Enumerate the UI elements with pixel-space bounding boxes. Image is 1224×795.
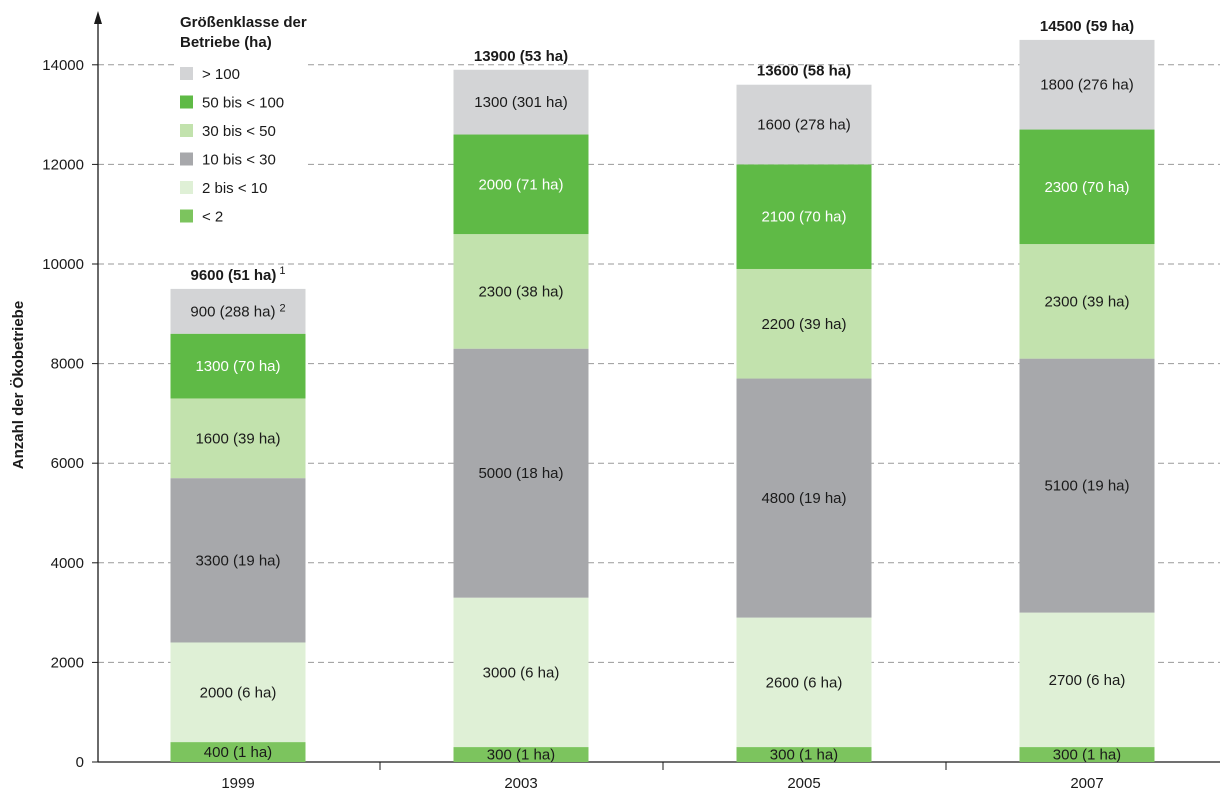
bar-segment bbox=[1019, 747, 1155, 762]
bar-segment bbox=[170, 742, 306, 762]
bar-segment bbox=[1019, 244, 1155, 359]
data-label: 3000 (6 ha) bbox=[483, 664, 560, 681]
bars: 400 (1 ha) 2000 (6 ha) 3300 (19 ha) 1600 (3… bbox=[170, 18, 1155, 764]
x-tick-label: 2003 bbox=[504, 775, 537, 792]
total-label: 9600 (51 ha) 1 bbox=[190, 265, 285, 284]
data-label: 1600 (39 ha) bbox=[195, 430, 280, 447]
total-label: 13900 (53 ha) bbox=[474, 48, 568, 65]
y-axis-arrow bbox=[94, 11, 102, 24]
bar-segment bbox=[453, 134, 589, 235]
data-label: 900 (288 ha) 2 bbox=[190, 302, 285, 320]
y-tick-label: 12000 bbox=[42, 156, 84, 173]
bar-segment bbox=[1019, 612, 1155, 748]
legend-label: 50 bis < 100 bbox=[202, 95, 284, 112]
legend-label: 30 bis < 50 bbox=[202, 123, 276, 140]
legend-swatch bbox=[180, 152, 193, 166]
bar-segment bbox=[1019, 358, 1155, 613]
data-label: 2100 (70 ha) bbox=[761, 209, 846, 226]
legend-label: 10 bis < 30 bbox=[202, 152, 276, 169]
y-tick-label: 14000 bbox=[42, 57, 84, 74]
bar-segment bbox=[170, 478, 306, 643]
legend-title: Betriebe (ha) bbox=[180, 34, 272, 51]
data-label: 2300 (38 ha) bbox=[478, 283, 563, 300]
bar-segment bbox=[736, 84, 872, 165]
bar-segment bbox=[736, 747, 872, 762]
y-tick-label: 10000 bbox=[42, 256, 84, 273]
data-label: 3300 (19 ha) bbox=[195, 552, 280, 569]
bar-segment bbox=[453, 747, 589, 762]
bar-segment bbox=[1019, 129, 1155, 245]
x-tick-label: 1999 bbox=[221, 775, 254, 792]
legend-swatch bbox=[180, 124, 193, 137]
legend-swatch bbox=[180, 181, 193, 194]
data-label: 1600 (278 ha) bbox=[757, 117, 850, 134]
data-label: 2300 (39 ha) bbox=[1044, 293, 1129, 310]
data-label: 1300 (301 ha) bbox=[474, 94, 567, 111]
x-tick-label: 2005 bbox=[787, 775, 820, 792]
bar-segment bbox=[453, 348, 589, 598]
data-label: 2200 (39 ha) bbox=[761, 316, 846, 333]
data-label: 300 (1 ha) bbox=[1053, 747, 1121, 764]
legend-label: > 100 bbox=[202, 66, 240, 83]
x-tick-label: 2007 bbox=[1070, 775, 1103, 792]
bar-segment bbox=[453, 597, 589, 748]
x-axis: 1999 2003 2005 2007 bbox=[98, 761, 1220, 792]
data-label: 300 (1 ha) bbox=[487, 747, 555, 764]
y-tick-label: 8000 bbox=[51, 356, 84, 373]
bar-segment bbox=[170, 642, 306, 743]
data-label: 300 (1 ha) bbox=[770, 747, 838, 764]
y-axis-label: Anzahl der Ökobetriebe bbox=[10, 301, 27, 469]
total-label: 13600 (58 ha) bbox=[757, 63, 851, 80]
data-label: 2700 (6 ha) bbox=[1049, 672, 1126, 689]
bar-segment bbox=[453, 234, 589, 349]
data-label: 2600 (6 ha) bbox=[766, 674, 843, 691]
legend: Größenklasse der Betriebe (ha) > 100 50 bis… bbox=[176, 10, 307, 232]
data-label: 2000 (6 ha) bbox=[200, 684, 277, 701]
bar-segment bbox=[736, 378, 872, 618]
legend-swatch bbox=[180, 209, 193, 223]
y-tick-label: 6000 bbox=[51, 455, 84, 472]
data-label: 1300 (70 ha) bbox=[195, 358, 280, 375]
legend-swatch bbox=[180, 67, 193, 80]
legend-label: 2 bis < 10 bbox=[202, 180, 267, 197]
data-label: 5000 (18 ha) bbox=[478, 465, 563, 482]
bar-segment bbox=[736, 164, 872, 269]
data-label: 2000 (71 ha) bbox=[478, 176, 563, 193]
y-tick-label: 4000 bbox=[51, 555, 84, 572]
data-label: 5100 (19 ha) bbox=[1044, 478, 1129, 495]
bar-segment bbox=[736, 268, 872, 379]
legend-background bbox=[176, 10, 306, 232]
bar-segment bbox=[1019, 39, 1155, 130]
data-label: 4800 (19 ha) bbox=[761, 490, 846, 507]
bar-segment bbox=[453, 69, 589, 135]
legend-label: < 2 bbox=[202, 209, 223, 226]
data-label: 400 (1 ha) bbox=[204, 744, 272, 761]
y-tick-label: 0 bbox=[76, 754, 84, 771]
data-label: 2300 (70 ha) bbox=[1044, 179, 1129, 196]
legend-swatch bbox=[180, 95, 193, 109]
bar-segment bbox=[736, 617, 872, 748]
data-label: 1800 (276 ha) bbox=[1040, 77, 1133, 94]
bar-segment bbox=[170, 398, 306, 479]
bar-segment bbox=[170, 333, 306, 399]
total-label: 14500 (59 ha) bbox=[1040, 18, 1134, 35]
y-tick-label: 2000 bbox=[51, 654, 84, 671]
bar-segment bbox=[170, 288, 306, 334]
legend-title: Größenklasse der bbox=[180, 14, 307, 31]
y-axis: 0 2000 4000 6000 8000 10000 12000 14000 bbox=[42, 11, 102, 771]
